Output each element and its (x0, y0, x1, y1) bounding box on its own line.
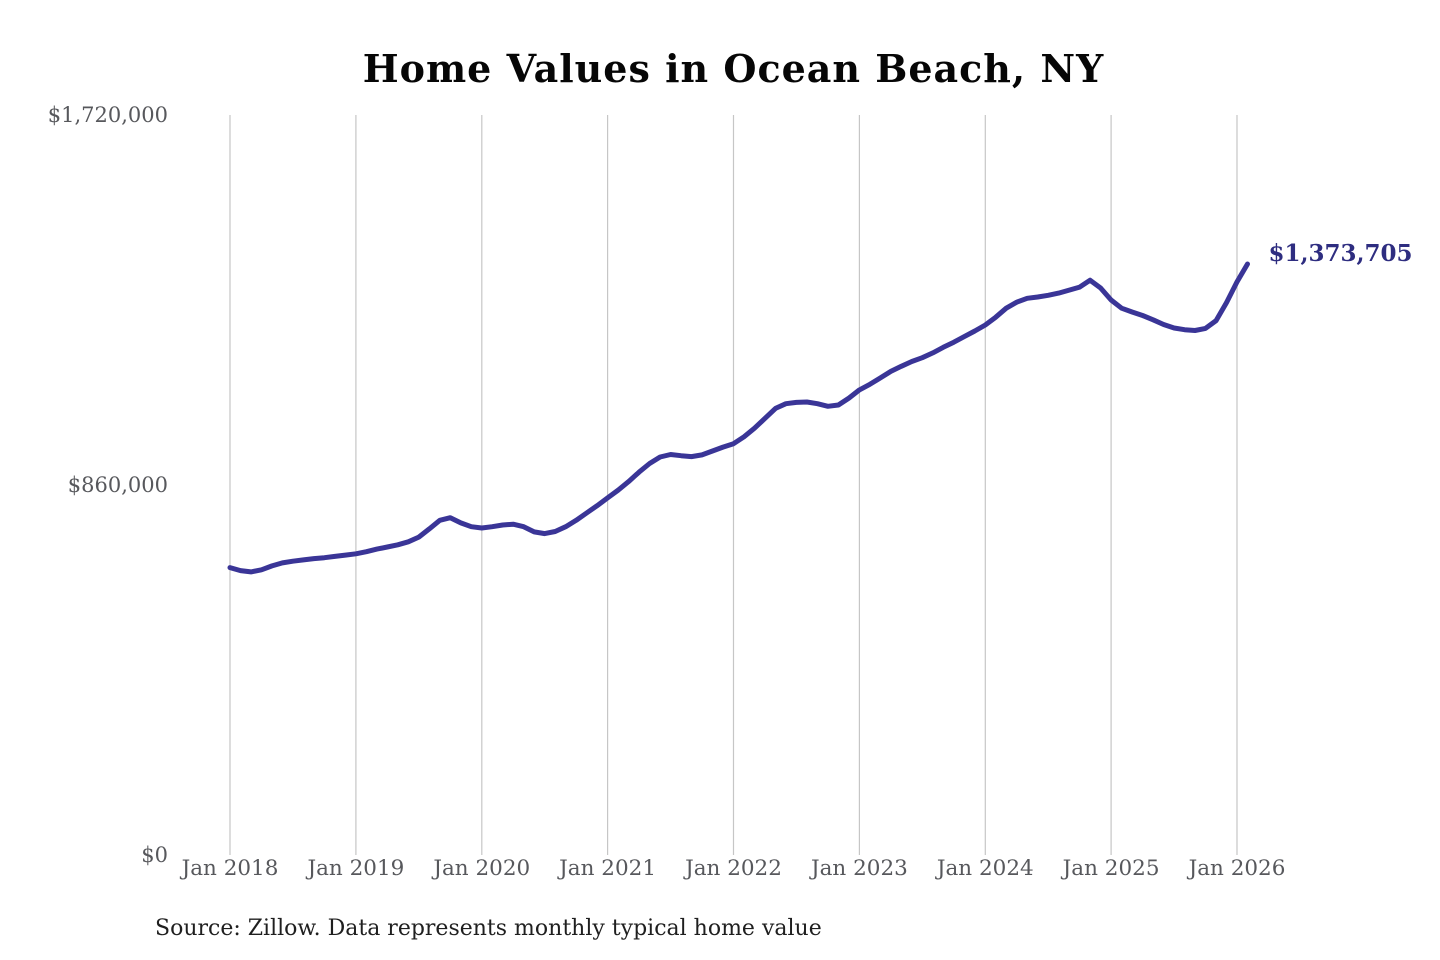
x-tick-label-jan-2018: Jan 2018 (181, 856, 279, 881)
latest-value-label: $1,373,705 (1268, 239, 1413, 267)
x-tick-label-jan-2025: Jan 2025 (1062, 856, 1160, 881)
x-tick-label-jan-2020: Jan 2020 (433, 856, 531, 881)
source-note: Source: Zillow. Data represents monthly … (155, 916, 822, 941)
y-tick-label-1720000: $1,720,000 (47, 103, 168, 127)
x-tick-label-jan-2022: Jan 2022 (685, 856, 782, 881)
y-tick-label-860000: $860,000 (67, 473, 168, 497)
x-tick-label-jan-2023: Jan 2023 (810, 856, 908, 881)
chart-title: Home Values in Ocean Beach, NY (362, 46, 1105, 91)
x-tick-label-jan-2024: Jan 2024 (936, 856, 1034, 881)
x-tick-label-jan-2019: Jan 2019 (307, 856, 405, 881)
vertical-gridlines (229, 115, 1238, 855)
home-value-line (227, 261, 1250, 575)
x-tick-label-jan-2021: Jan 2021 (559, 856, 657, 881)
y-tick-label-0: $0 (141, 843, 168, 867)
x-tick-label-jan-2026: Jan 2026 (1188, 856, 1286, 881)
